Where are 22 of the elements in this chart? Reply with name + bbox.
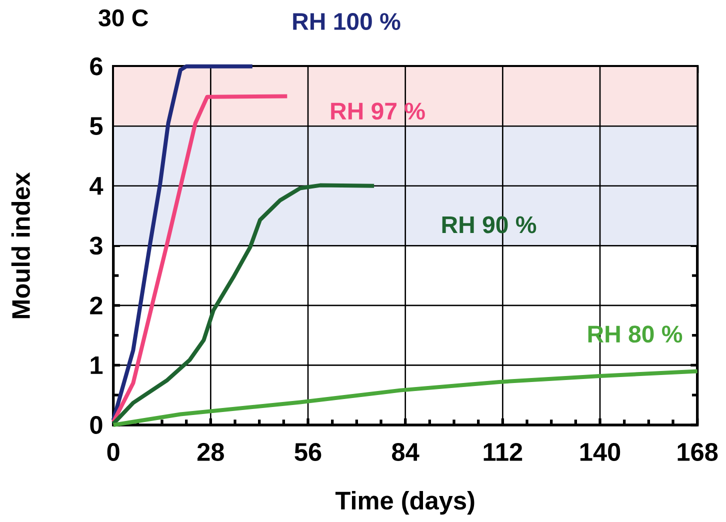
x-tick-label: 168 <box>678 443 718 461</box>
line-series <box>111 94 290 424</box>
y-tick-label: 5 <box>90 117 103 135</box>
y-axis-title: Mould index <box>11 172 30 318</box>
line-series <box>111 64 254 422</box>
y-tick-label: 6 <box>90 57 102 76</box>
chart-title: 30 C <box>98 9 148 26</box>
y-tick-label: 1 <box>90 356 103 374</box>
y-tick-label: 3 <box>90 236 102 255</box>
y-tick-label: 4 <box>90 177 104 195</box>
line-series <box>111 369 700 427</box>
x-tick-label: 28 <box>197 443 224 461</box>
y-tick-label: 2 <box>90 296 102 314</box>
x-tick-label: 84 <box>392 443 420 461</box>
text: RH 100 % <box>293 13 400 30</box>
x-axis-title: Time (days) <box>335 490 474 515</box>
x-tick-label: 0 <box>107 443 120 461</box>
y-tick-label: 0 <box>90 416 102 434</box>
x-tick-label: 56 <box>294 443 322 461</box>
line-series <box>111 183 376 426</box>
x-tick-label: 140 <box>580 443 620 461</box>
x-tick-label: 112 <box>484 443 522 461</box>
